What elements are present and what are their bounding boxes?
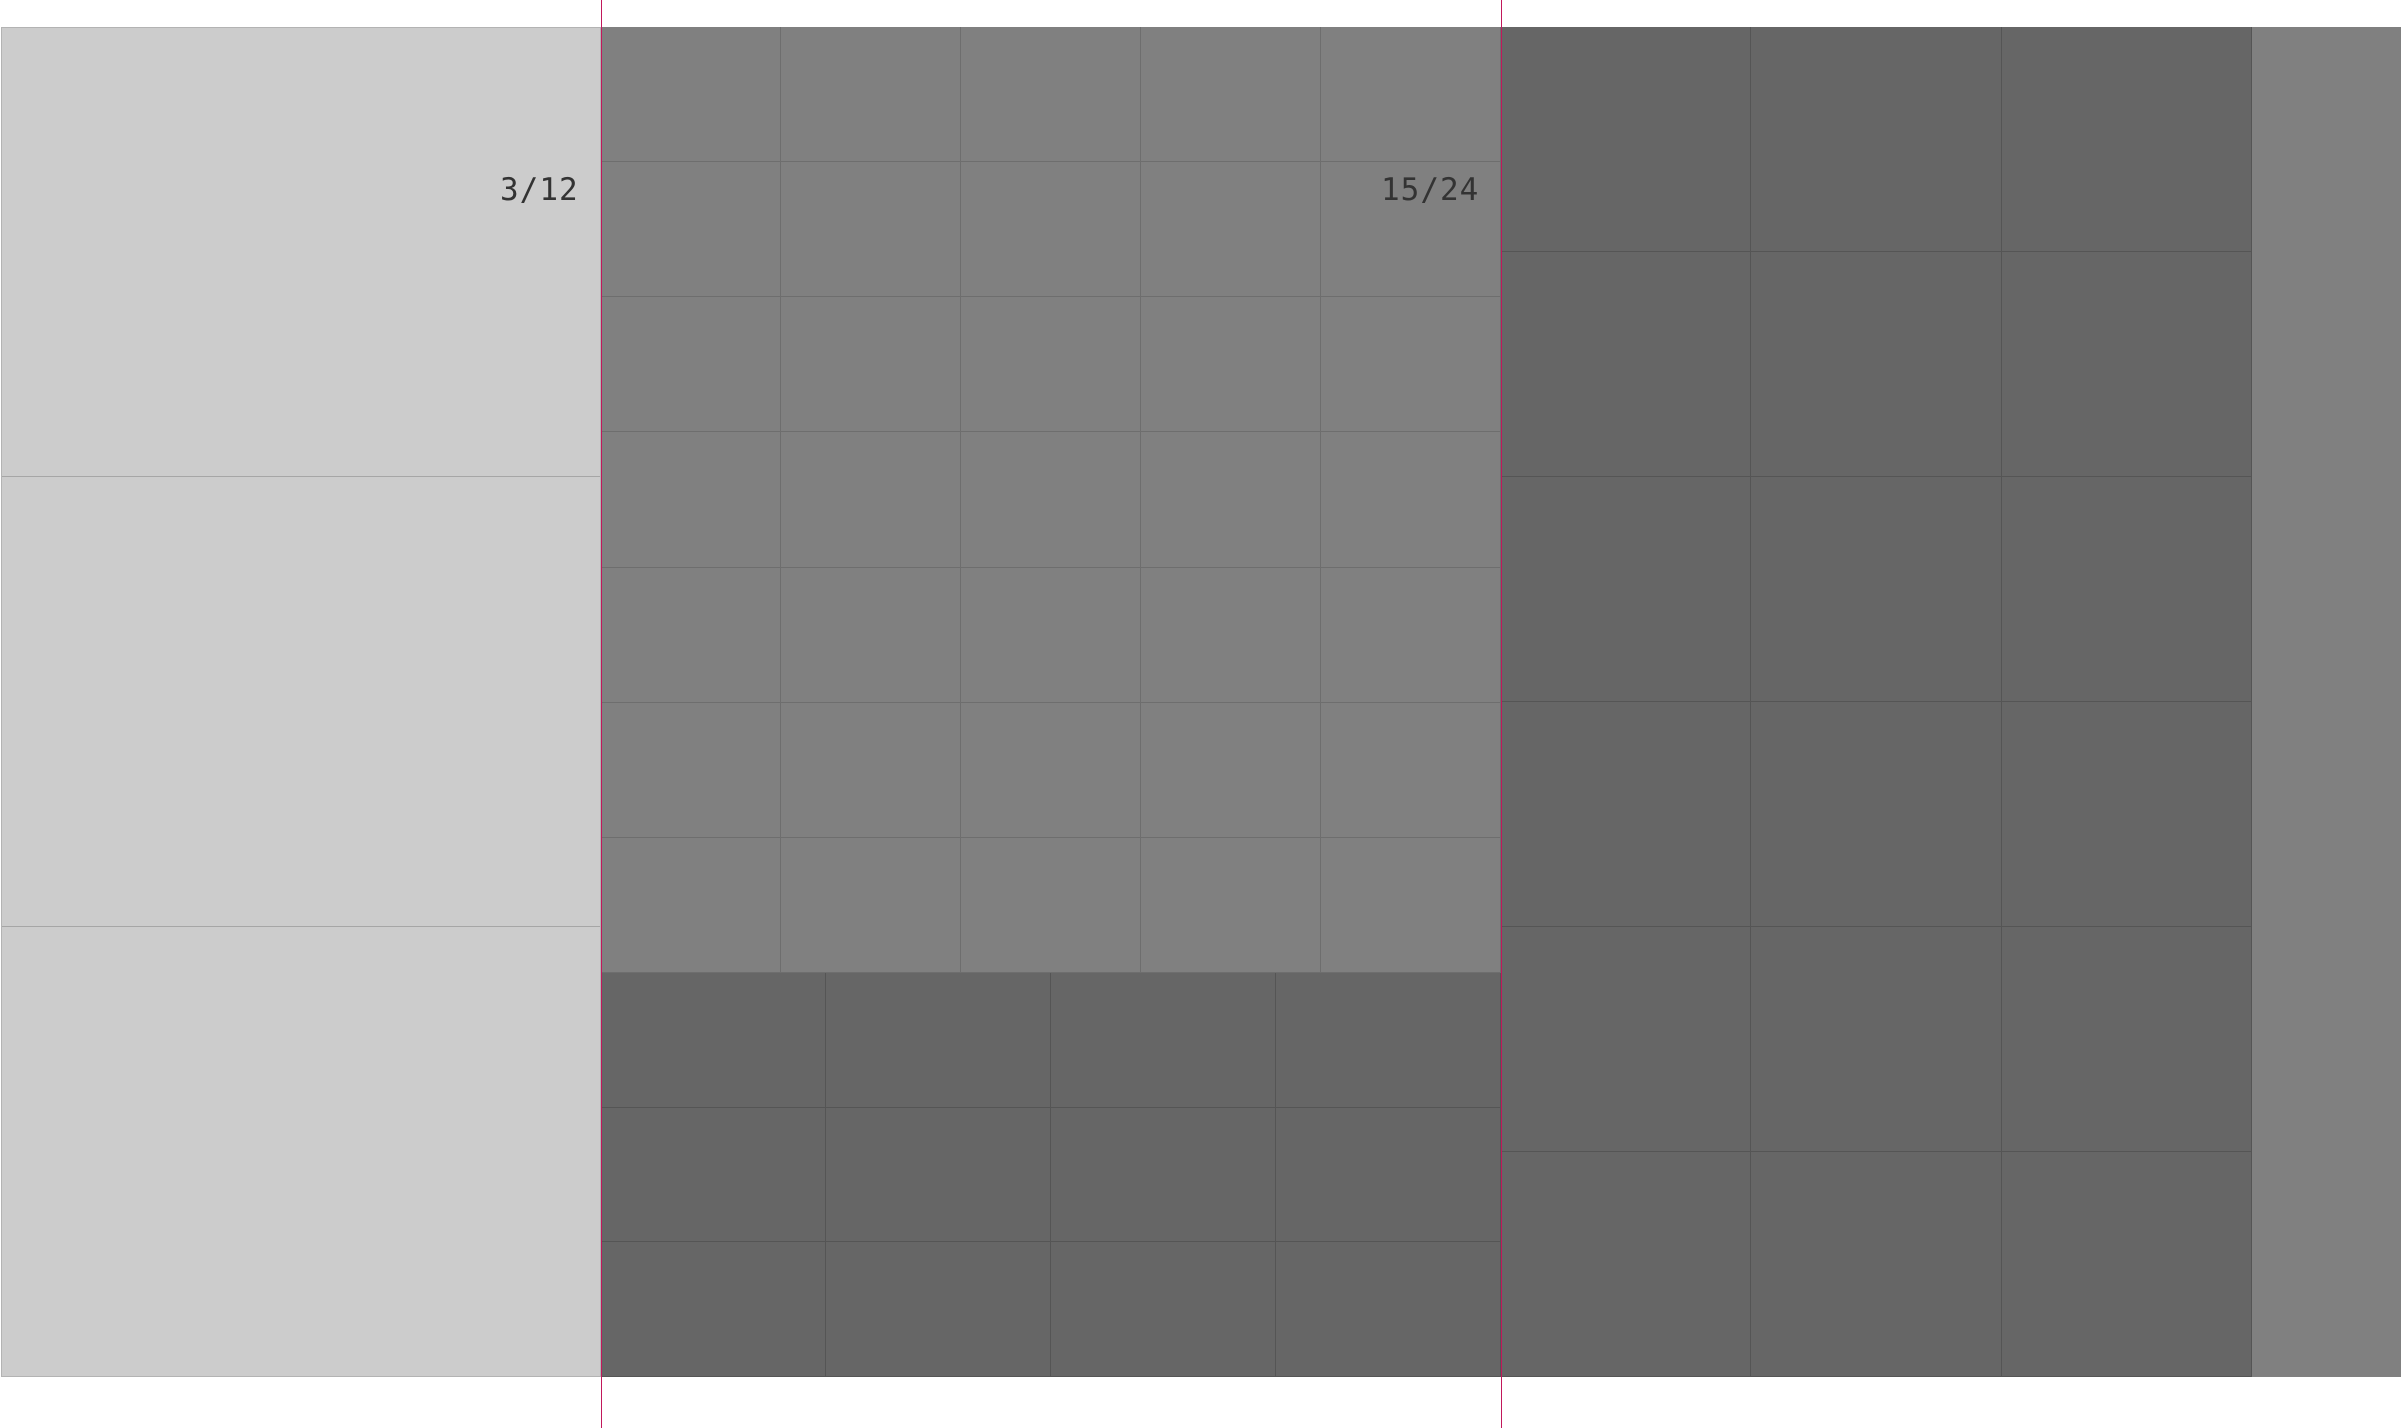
dark-region-6x3 — [1501, 27, 2252, 1377]
grid-cell — [601, 297, 781, 433]
grid-cell — [961, 702, 1141, 838]
dark-region-3x4 — [601, 973, 1501, 1377]
grid-cell — [961, 162, 1141, 298]
grid-cell — [1321, 702, 1501, 838]
grid-cell — [601, 27, 781, 163]
grid-cell — [2, 927, 600, 1376]
grid-cell — [2001, 702, 2252, 927]
grid-cell — [1321, 27, 1501, 163]
mid-strip-region — [2252, 27, 2401, 1377]
grid-cell — [961, 27, 1141, 163]
grid-cell — [1501, 477, 1752, 702]
grid-cell — [1141, 837, 1321, 973]
grid-cell — [601, 1107, 826, 1243]
grid-cell — [2001, 27, 2252, 252]
grid-cell — [1276, 1107, 1501, 1243]
grid-cell — [2, 28, 600, 478]
fraction-label-left: 3/12 — [500, 172, 579, 208]
grid-cell — [1051, 1242, 1276, 1377]
grid-cell — [781, 567, 961, 703]
grid-cell — [1321, 432, 1501, 568]
mid-region-7x5 — [601, 27, 1501, 973]
grid-cell — [1501, 702, 1752, 927]
grid-cell — [1321, 837, 1501, 973]
grid-cell — [2001, 1152, 2252, 1377]
grid-cell — [781, 432, 961, 568]
grid-cell — [826, 1242, 1051, 1377]
grid-cell — [781, 162, 961, 298]
grid-cell — [601, 973, 826, 1108]
grid-cell — [2001, 477, 2252, 702]
grid-cell — [1751, 477, 2002, 702]
grid-cell — [1751, 1152, 2002, 1377]
vertical-guide-line — [1501, 0, 1502, 1428]
grid-cell — [1751, 927, 2002, 1152]
grid-cell — [1141, 702, 1321, 838]
grid-cell — [781, 297, 961, 433]
vertical-guide-line — [601, 0, 602, 1428]
grid-cell — [1141, 432, 1321, 568]
grid-cell — [2001, 252, 2252, 477]
grid-cell — [961, 567, 1141, 703]
grid-cell — [1276, 1242, 1501, 1377]
grid-cell — [2, 477, 600, 927]
grid-cell — [601, 162, 781, 298]
grid-cell — [826, 973, 1051, 1108]
grid-cell — [601, 837, 781, 973]
grid-cell — [1141, 27, 1321, 163]
grid-cell — [2252, 27, 2401, 1377]
grid-cell — [961, 297, 1141, 433]
grid-cell — [1051, 973, 1276, 1108]
grid-cell — [1051, 1107, 1276, 1243]
grid-cell — [601, 1242, 826, 1377]
grid-cell — [781, 27, 961, 163]
fraction-label-center: 15/24 — [1381, 172, 1480, 208]
grid-cell — [1141, 297, 1321, 433]
grid-cell — [1321, 162, 1501, 298]
grid-cell — [601, 702, 781, 838]
grid-cell — [1751, 27, 2002, 252]
grid-cell — [2001, 927, 2252, 1152]
grid-cell — [1751, 702, 2002, 927]
grid-cell — [1141, 567, 1321, 703]
grid-cell — [961, 432, 1141, 568]
grid-cell — [1321, 297, 1501, 433]
grid-cell — [1501, 1152, 1752, 1377]
grid-cell — [826, 1107, 1051, 1243]
grid-cell — [781, 837, 961, 973]
grid-cell — [1501, 927, 1752, 1152]
grid-cell — [1501, 27, 1752, 252]
grid-cell — [601, 432, 781, 568]
grid-cell — [1276, 973, 1501, 1108]
grid-cell — [781, 702, 961, 838]
grid-cell — [1751, 252, 2002, 477]
grid-cell — [1141, 162, 1321, 298]
grid-cell — [1501, 252, 1752, 477]
grid-cell — [1321, 567, 1501, 703]
grid-cell — [601, 567, 781, 703]
light-region-3x1 — [1, 27, 601, 1377]
grid-cell — [961, 837, 1141, 973]
